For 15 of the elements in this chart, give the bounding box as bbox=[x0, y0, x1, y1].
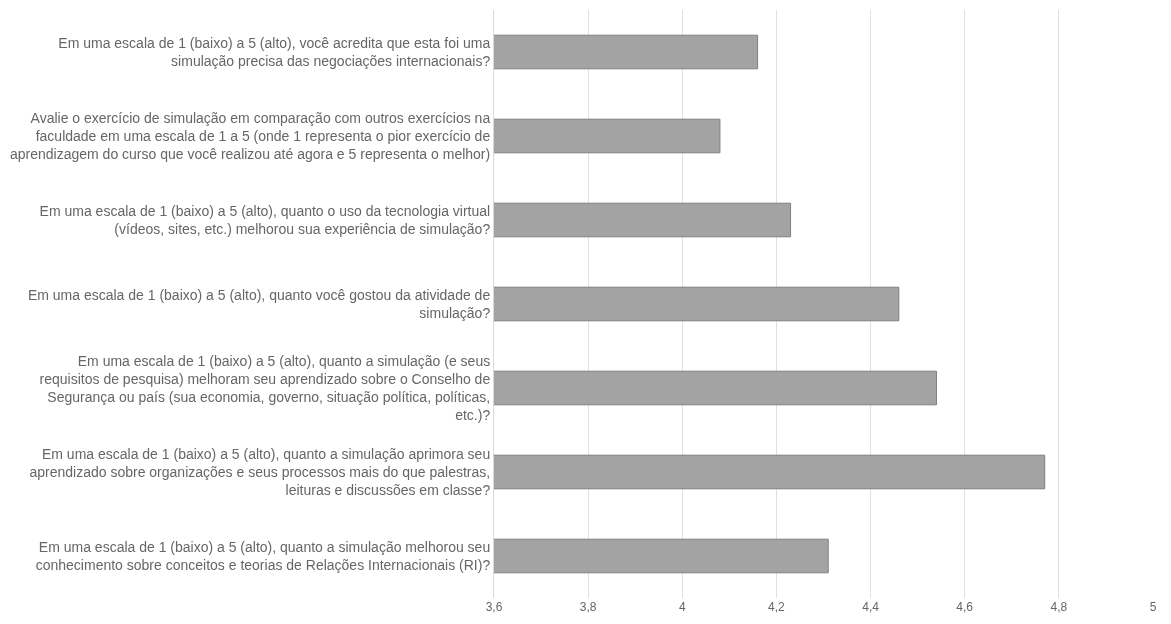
y-tick-label: Em uma escala de 1 (baixo) a 5 (alto), quanto a simulação (e seus requisitos de pesquisa) melhoram seu aprendizado sobre o Conselho de Segurança ou país (sua economia, governo, situação política, políticas, etc.)? bbox=[39, 352, 491, 424]
x-tick-label: 4,6 bbox=[956, 600, 974, 614]
x-tick-label: 4 bbox=[678, 600, 686, 614]
x-tick-label: 5 bbox=[1149, 600, 1157, 614]
x-tick-label: 4,2 bbox=[768, 600, 786, 614]
x-tick-label: 3,8 bbox=[579, 600, 597, 614]
y-tick-label: Em uma escala de 1 (baixo) a 5 (alto), quanto o uso da tecnologia virtual (vídeos, sites, etc.) melhorou sua experiência de simulação? bbox=[39, 202, 491, 237]
x-tick-label: 4,4 bbox=[862, 600, 880, 614]
y-tick-label: Em uma escala de 1 (baixo) a 5 (alto), quanto você gostou da atividade de simulação? bbox=[27, 286, 491, 321]
y-tick-label: Em uma escala de 1 (baixo) a 5 (alto), quanto a simulação aprimora seu aprendizado sobre organizações e seus processos mais do que palestras, leituras e discussões em classe? bbox=[29, 445, 491, 499]
y-tick-label: Avalie o exercício de simulação em comparação com outros exercícios na faculdade em uma escala de 1 a 5 (onde 1 representa o pior exercício de aprendizagem do curso que você realizou até agora e 5 representa o melhor) bbox=[10, 109, 491, 163]
x-tick-label: 4,8 bbox=[1050, 600, 1068, 614]
x-tick-label: 3,6 bbox=[485, 600, 503, 614]
y-tick-label: Em uma escala de 1 (baixo) a 5 (alto), quanto a simulação melhorou seu conhecimento sobre conceitos e teorias de Relações Internacionais (RI)? bbox=[35, 538, 491, 573]
y-tick-label: Em uma escala de 1 (baixo) a 5 (alto), você acredita que esta foi uma simulação precisa das negociações internacionais? bbox=[58, 34, 491, 69]
